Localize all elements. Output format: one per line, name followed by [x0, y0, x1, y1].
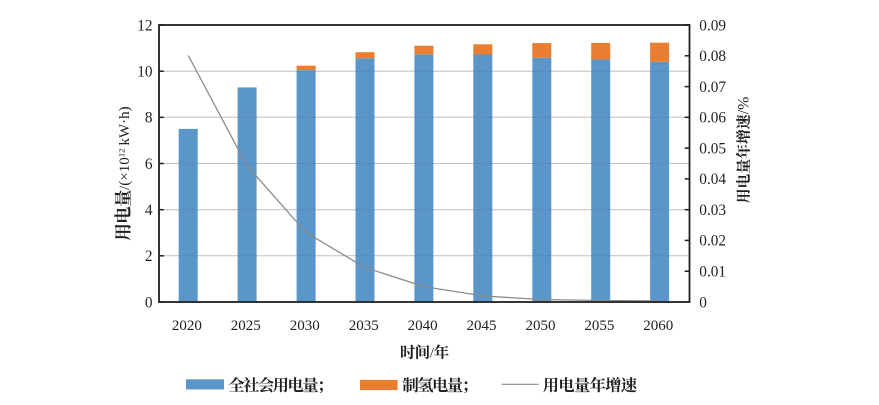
svg-text:0.04: 0.04 [699, 171, 726, 188]
svg-text:2060: 2060 [643, 318, 673, 334]
svg-text:/: / [430, 346, 435, 362]
svg-text:2030: 2030 [290, 318, 320, 334]
svg-text:0: 0 [699, 294, 707, 311]
svg-text:0.08: 0.08 [699, 48, 726, 65]
svg-text:12: 12 [116, 149, 126, 158]
svg-text:/(: /( [117, 181, 133, 190]
svg-text:0.07: 0.07 [699, 79, 726, 96]
svg-text:2035: 2035 [349, 318, 379, 334]
svg-text:0: 0 [145, 294, 153, 311]
svg-text:/%: /% [736, 97, 753, 115]
svg-text:2: 2 [145, 248, 153, 265]
svg-text:×: × [117, 172, 133, 180]
svg-text:6: 6 [145, 156, 153, 173]
svg-text:0.01: 0.01 [699, 264, 726, 281]
svg-text:2055: 2055 [584, 318, 614, 334]
svg-text:10: 10 [117, 157, 133, 172]
svg-text:2045: 2045 [467, 318, 497, 334]
svg-text:2020: 2020 [172, 318, 202, 334]
svg-text:12: 12 [137, 17, 152, 34]
svg-text:2050: 2050 [526, 318, 556, 334]
svg-text:0.03: 0.03 [699, 202, 726, 219]
svg-text:0.06: 0.06 [699, 110, 726, 127]
svg-text:0.05: 0.05 [699, 140, 726, 157]
svg-text:2025: 2025 [231, 318, 261, 334]
svg-text:10: 10 [137, 64, 153, 81]
svg-text:kW·h): kW·h) [117, 106, 133, 148]
svg-text:2040: 2040 [408, 318, 438, 334]
svg-text:8: 8 [145, 110, 153, 127]
svg-text:0.09: 0.09 [699, 17, 726, 34]
svg-text:0.02: 0.02 [699, 233, 726, 250]
svg-text:4: 4 [145, 202, 153, 219]
